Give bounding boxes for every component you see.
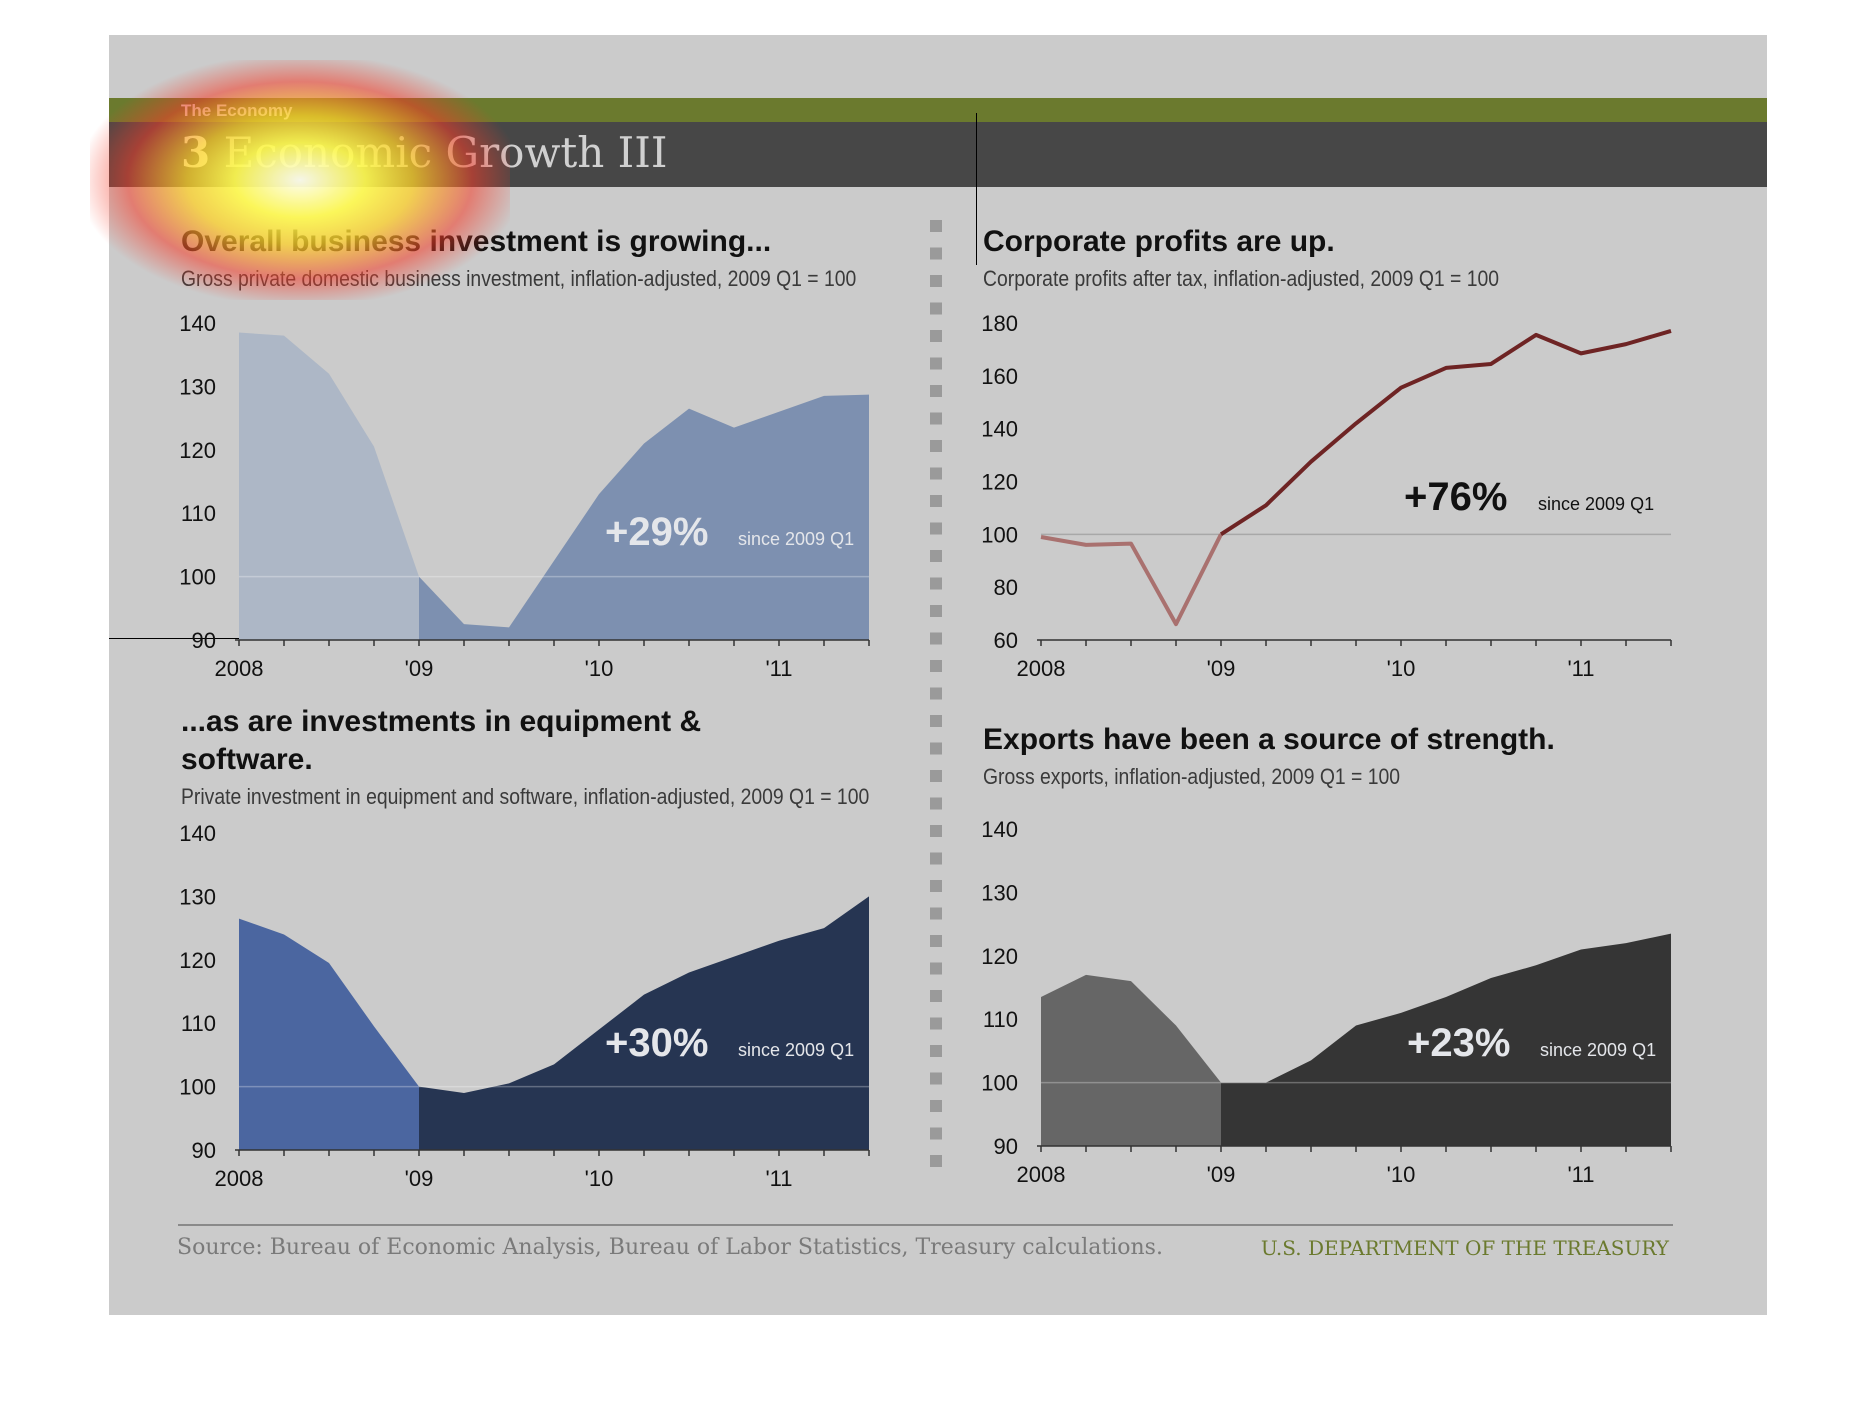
area-after-base <box>1221 933 1671 1146</box>
y-tick-label: 140 <box>981 417 1018 442</box>
area-before-base <box>239 332 419 640</box>
x-tick-label: '11 <box>765 1166 792 1191</box>
y-tick-label: 60 <box>994 628 1018 653</box>
y-tick-label: 100 <box>179 565 216 590</box>
panel-subtitle-equipment: Private investment in equipment and soft… <box>181 784 870 809</box>
growth-annotation-note: since 2009 Q1 <box>1540 1040 1656 1060</box>
x-tick-label: '11 <box>1567 1162 1594 1187</box>
panel-title-equipment: ...as are investments in equipment & sof… <box>181 705 702 776</box>
line-before-base <box>1040 533 1223 627</box>
x-tick-label: 2008 <box>215 1166 264 1191</box>
y-tick-label: 160 <box>981 364 1018 389</box>
y-tick-label: 140 <box>179 821 216 846</box>
y-tick-label: 90 <box>192 1138 216 1163</box>
y-tick-label: 130 <box>981 880 1018 905</box>
x-tick-label: '09 <box>1207 656 1236 681</box>
x-tick-label: '10 <box>585 656 614 681</box>
x-tick-label: '10 <box>1387 656 1416 681</box>
y-tick-label: 100 <box>981 522 1018 547</box>
y-tick-label: 120 <box>981 944 1018 969</box>
y-tick-label: 130 <box>179 374 216 399</box>
footer-source: Source: Bureau of Economic Analysis, Bur… <box>177 1235 1163 1260</box>
y-tick-label: 120 <box>179 948 216 973</box>
x-tick-label: 2008 <box>215 656 264 681</box>
growth-annotation: +76% <box>1404 475 1507 519</box>
y-tick-label: 110 <box>181 1011 216 1036</box>
x-tick-label: '09 <box>405 656 434 681</box>
y-tick-label: 80 <box>994 575 1018 600</box>
growth-annotation-note: since 2009 Q1 <box>1538 494 1654 514</box>
panel-divider <box>930 220 942 1180</box>
panel-title-profits: Corporate profits are up. <box>983 225 1335 258</box>
x-tick-label: 2008 <box>1017 656 1066 681</box>
y-tick-label: 110 <box>181 501 216 526</box>
growth-annotation: +23% <box>1407 1021 1510 1065</box>
growth-annotation-note: since 2009 Q1 <box>738 1040 854 1060</box>
panel-subtitle-profits: Corporate profits after tax, inflation-a… <box>983 266 1500 291</box>
y-tick-label: 90 <box>192 628 216 653</box>
area-after-base <box>419 896 869 1150</box>
y-tick-label: 110 <box>983 1007 1018 1032</box>
x-tick-label: '09 <box>405 1166 434 1191</box>
y-tick-label: 180 <box>981 311 1018 336</box>
y-tick-label: 90 <box>994 1134 1018 1159</box>
y-tick-label: 100 <box>981 1071 1018 1096</box>
area-after-base <box>419 394 869 640</box>
cursor-line-horizontal <box>109 638 249 639</box>
growth-annotation: +29% <box>605 510 708 554</box>
panel-subtitle-exports: Gross exports, inflation-adjusted, 2009 … <box>983 764 1401 789</box>
y-tick-label: 140 <box>179 311 216 336</box>
growth-annotation: +30% <box>605 1021 708 1065</box>
x-tick-label: '09 <box>1207 1162 1236 1187</box>
y-tick-label: 130 <box>179 884 216 909</box>
y-tick-label: 140 <box>981 817 1018 842</box>
footer-rule <box>178 1224 1673 1226</box>
growth-annotation-note: since 2009 Q1 <box>738 529 854 549</box>
footer-organization: U.S. DEPARTMENT OF THE TREASURY <box>1260 1236 1669 1260</box>
panel-title-exports: Exports have been a source of strength. <box>983 723 1555 756</box>
y-tick-label: 120 <box>179 438 216 463</box>
x-tick-label: '11 <box>1567 656 1594 681</box>
area-before-base <box>239 918 419 1150</box>
x-tick-label: '11 <box>765 656 792 681</box>
cursor-line-vertical <box>976 113 977 265</box>
area-before-base <box>1041 974 1221 1146</box>
y-tick-label: 100 <box>179 1075 216 1100</box>
line-after-base <box>1219 329 1672 537</box>
x-tick-label: '10 <box>585 1166 614 1191</box>
x-tick-label: '10 <box>1387 1162 1416 1187</box>
y-tick-label: 120 <box>981 470 1018 495</box>
x-tick-label: 2008 <box>1017 1162 1066 1187</box>
